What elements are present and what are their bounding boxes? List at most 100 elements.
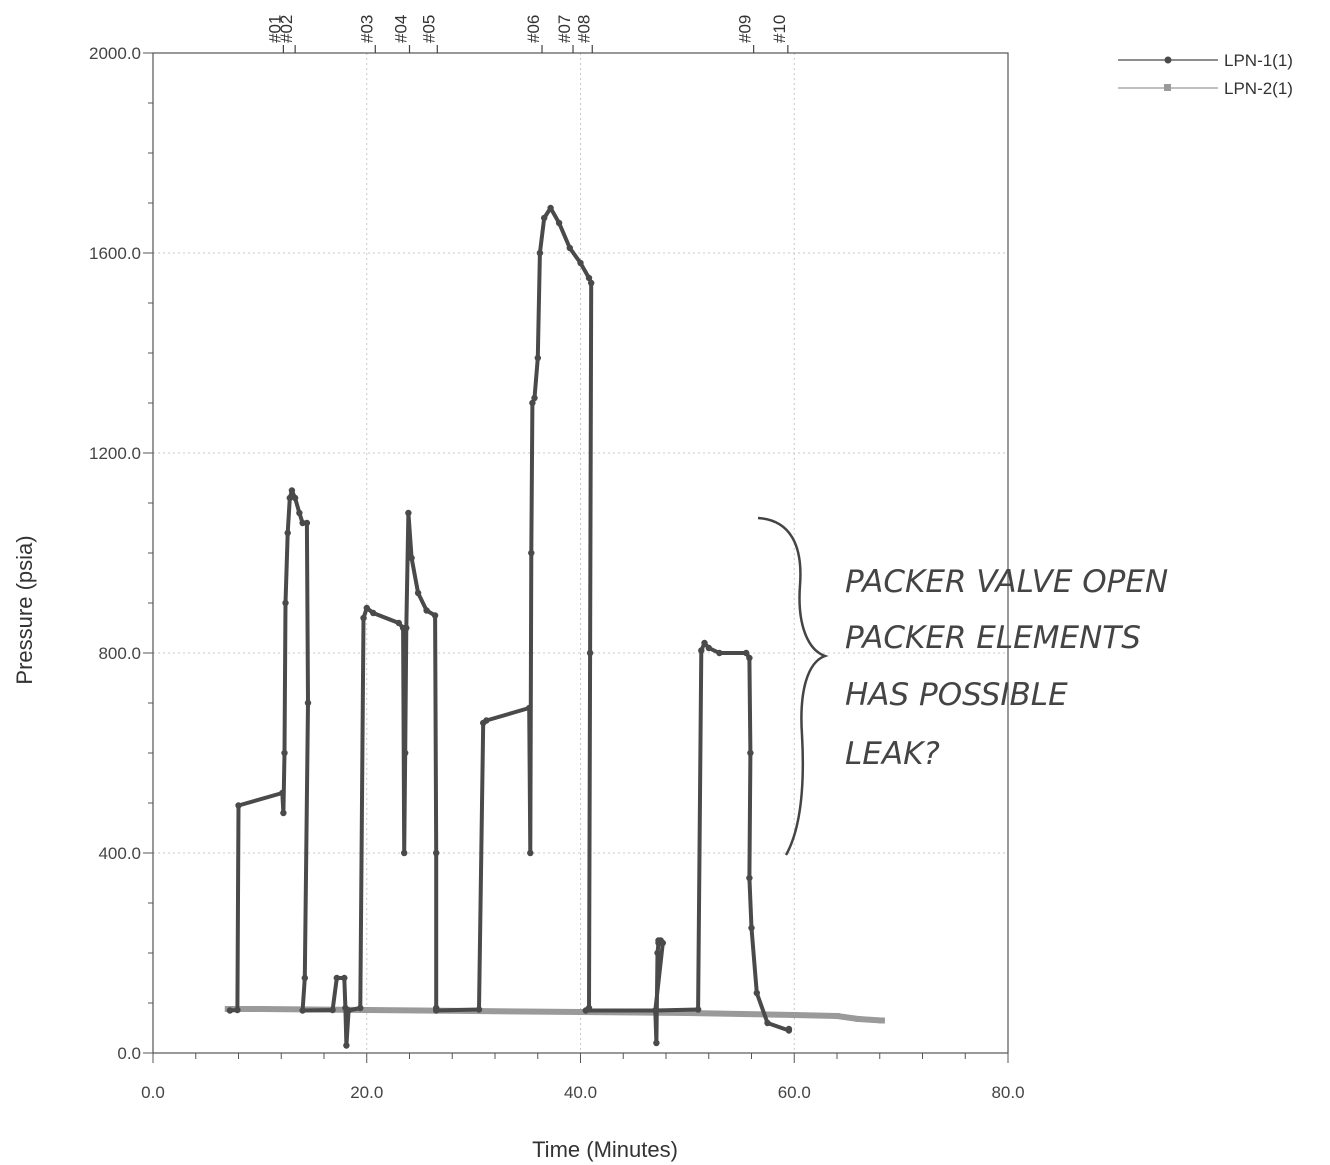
annotation-brace <box>757 516 829 856</box>
data-point-lpn1 <box>705 644 712 652</box>
data-point-lpn1 <box>577 259 584 267</box>
data-point-lpn1 <box>402 749 409 757</box>
y-tick-label: 800.0 <box>98 644 141 663</box>
data-point-lpn1 <box>566 244 573 252</box>
data-point-lpn1 <box>282 599 289 607</box>
event-marker-label: #08 <box>574 15 593 43</box>
x-tick-label: 60.0 <box>778 1083 811 1102</box>
data-point-lpn1 <box>653 1039 660 1047</box>
data-point-lpn1 <box>534 354 541 362</box>
data-point-lpn1 <box>299 1007 306 1014</box>
data-point-lpn1 <box>659 939 666 947</box>
data-point-lpn1 <box>785 1025 793 1033</box>
data-point-lpn1 <box>288 487 296 494</box>
annotation-line-4: LEAK? <box>845 736 940 772</box>
data-point-lpn1 <box>408 554 415 562</box>
event-marker-label: #05 <box>419 15 438 43</box>
x-tick-label: 40.0 <box>564 1083 597 1102</box>
data-point-lpn1 <box>345 1007 352 1014</box>
event-marker-label: #09 <box>736 15 755 43</box>
data-point-lpn1 <box>329 1006 336 1014</box>
data-point-lpn1 <box>357 1004 364 1012</box>
legend-marker-lpn1 <box>1164 56 1172 64</box>
data-point-lpn1 <box>585 274 593 282</box>
data-point-lpn1 <box>284 529 291 537</box>
y-tick-label: 2000.0 <box>89 44 141 63</box>
data-point-lpn1 <box>403 624 410 632</box>
series-layer <box>224 204 885 1049</box>
data-point-lpn1 <box>401 849 408 857</box>
data-point-lpn1 <box>341 974 348 982</box>
data-point-lpn1 <box>370 609 377 617</box>
data-point-lpn1 <box>526 704 533 712</box>
data-point-lpn1 <box>652 1007 659 1014</box>
data-point-lpn1 <box>531 394 538 402</box>
series-line-lpn1 <box>227 206 791 1048</box>
data-point-lpn2 <box>256 1006 263 1012</box>
data-point-lpn1 <box>234 1006 241 1014</box>
data-point-lpn1 <box>281 749 288 757</box>
legend-marker-lpn2 <box>1164 84 1171 91</box>
data-point-lpn1 <box>286 494 293 502</box>
data-point-lpn1 <box>536 249 544 257</box>
data-point-lpn1 <box>527 849 534 857</box>
data-point-lpn1 <box>433 1007 440 1014</box>
data-point-lpn1 <box>303 519 311 527</box>
data-point-lpn1 <box>333 974 340 982</box>
data-point-lpn1 <box>433 849 440 857</box>
data-point-lpn2 <box>684 1010 691 1016</box>
data-point-lpn1 <box>753 989 760 997</box>
handwritten-annotation: PACKER VALVE OPEN PACKER ELEMENTS HAS PO… <box>757 516 1168 856</box>
data-point-lpn1 <box>586 649 594 657</box>
data-point-lpn1 <box>541 214 548 222</box>
legend-label-lpn1: LPN-1(1) <box>1224 51 1293 70</box>
data-point-lpn1 <box>414 589 422 597</box>
event-marker-label: #10 <box>770 15 789 43</box>
legend-label-lpn2: LPN-2(1) <box>1224 79 1293 98</box>
data-point-lpn1 <box>296 509 303 517</box>
data-point-lpn1 <box>360 614 367 622</box>
data-point-lpn1 <box>343 1042 350 1049</box>
event-marker-label: #01 <box>265 15 284 43</box>
y-tick-labels: 0.0 400.0 800.0 1200.0 1600.0 2000.0 <box>89 44 141 1063</box>
data-point-lpn2 <box>855 1016 862 1022</box>
data-point-lpn1 <box>694 1006 702 1013</box>
data-point-lpn2 <box>878 1017 885 1024</box>
data-point-lpn1 <box>654 949 661 957</box>
data-point-lpn2 <box>363 1007 370 1013</box>
y-axis-title: Pressure (psia) <box>12 535 37 684</box>
data-point-lpn1 <box>701 639 708 647</box>
axis-ticks <box>143 52 1009 1063</box>
data-point-lpn1 <box>716 649 723 657</box>
data-point-lpn1 <box>280 809 287 817</box>
data-point-lpn1 <box>555 219 563 227</box>
event-marker-label: #04 <box>392 15 411 43</box>
data-point-lpn1 <box>764 1019 771 1027</box>
data-point-lpn1 <box>483 717 490 724</box>
event-markers: #01#02 #03 #04 #05 #06 #07 #08 #09 #10 <box>265 15 789 53</box>
annotation-line-3: HAS POSSIBLE <box>845 677 1068 713</box>
x-axis-title: Time (Minutes) <box>532 1137 678 1162</box>
data-point-lpn2 <box>577 1009 584 1015</box>
data-point-lpn1 <box>588 279 595 287</box>
data-point-lpn1 <box>405 509 412 517</box>
x-tick-label: 20.0 <box>350 1083 383 1102</box>
event-marker-label: #02 <box>277 15 296 43</box>
data-point-lpn1 <box>226 1007 234 1014</box>
y-tick-label: 0.0 <box>117 1044 141 1063</box>
event-marker-label: #06 <box>524 15 543 43</box>
data-point-lpn1 <box>363 604 370 612</box>
data-point-lpn1 <box>528 549 535 557</box>
data-point-lpn1 <box>547 204 554 212</box>
data-point-lpn1 <box>279 789 286 797</box>
event-marker-label: #07 <box>555 15 574 43</box>
y-tick-label: 1200.0 <box>89 444 141 463</box>
data-point-lpn1 <box>235 802 242 809</box>
data-point-lpn2 <box>791 1012 798 1018</box>
data-point-lpn1 <box>698 647 705 654</box>
data-point-lpn1 <box>301 974 308 982</box>
y-tick-label: 400.0 <box>98 844 141 863</box>
data-point-lpn1 <box>395 619 402 627</box>
y-tick-label: 1600.0 <box>89 244 141 263</box>
